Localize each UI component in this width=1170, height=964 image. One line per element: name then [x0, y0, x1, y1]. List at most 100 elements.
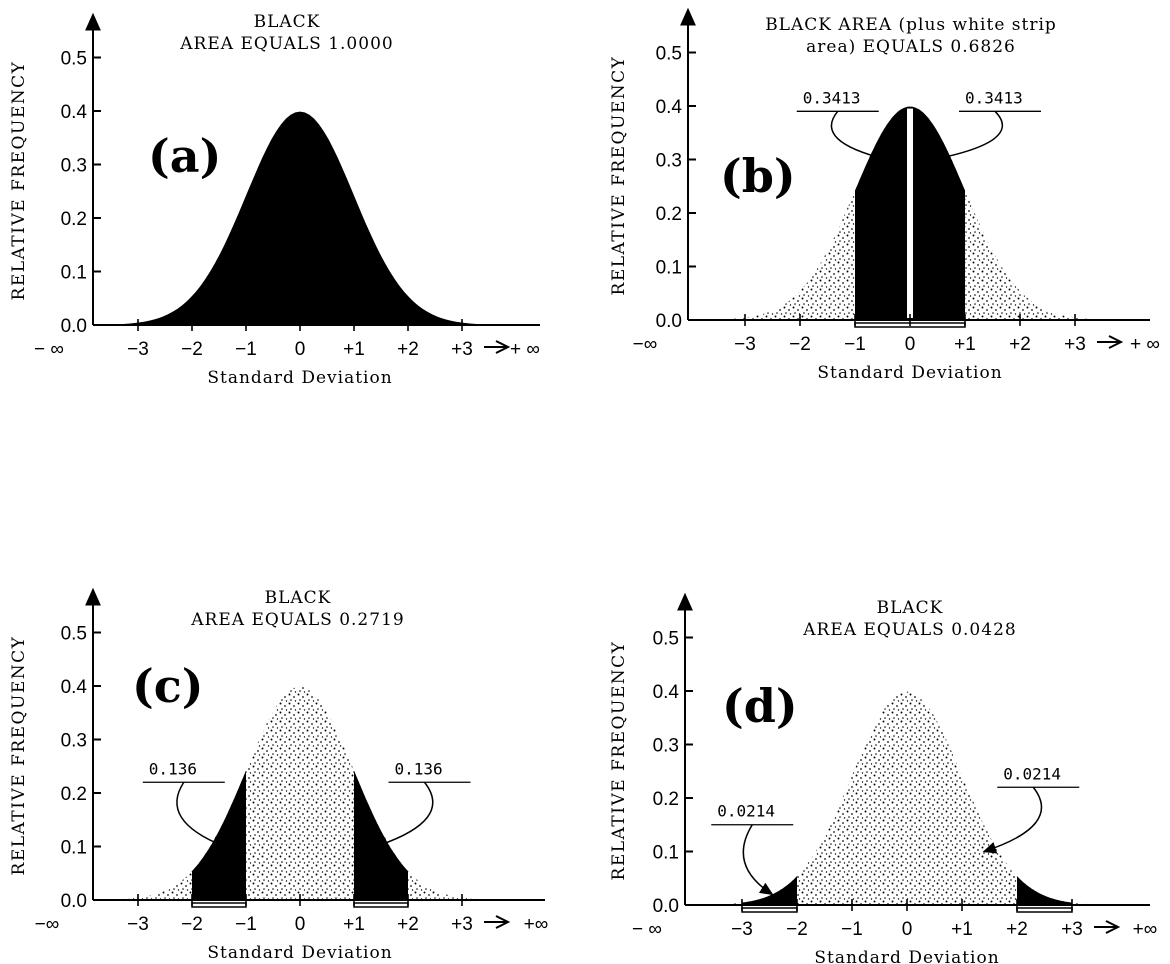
black-region-1: [192, 770, 246, 900]
x-tick-label: +2: [1009, 334, 1031, 355]
region-baseline-bar-2: [1016, 907, 1073, 913]
x-tick-label: −1: [841, 919, 863, 940]
region-baseline-bar-1: [741, 907, 798, 913]
y-tick-label: 0.5: [61, 624, 87, 645]
y-tick-label: 0.2: [61, 784, 87, 805]
annotation-label: 0.3413: [803, 88, 861, 107]
x-axis-label: Standard Deviation: [207, 943, 392, 963]
x-axis-label: Standard Deviation: [207, 368, 392, 388]
y-tick-label: 0.3: [61, 156, 87, 177]
annotation-pointer-arrow: [982, 786, 1043, 854]
x-end-minus-infinity: − ∞: [632, 919, 662, 940]
x-tick-label: +3: [451, 914, 473, 935]
y-tick-label: 0.4: [653, 682, 680, 703]
region-baseline-bar-2: [353, 902, 409, 908]
y-tick-label: 0.5: [656, 44, 682, 65]
x-tick-label: +1: [343, 339, 365, 360]
y-tick-label: 0.0: [653, 896, 679, 917]
stippled-curve-area: [111, 686, 489, 900]
y-tick-label: 0.4: [656, 97, 683, 118]
chart-title-line-1: BLACK: [254, 12, 321, 32]
chart-panel-1: 0.0 0.1 0.2 0.3 0.4 0.5 −3 −2 −1 0 +1 +2 +3 − ∞ + ∞ Sta…: [9, 12, 540, 388]
chart-title-line-1: BLACK: [877, 598, 944, 618]
region-baseline-bar-1: [191, 902, 247, 908]
x-end-plus-infinity: +∞: [1133, 919, 1158, 940]
annotation-label: 0.3413: [965, 88, 1023, 107]
annotation-label: 0.0214: [1003, 764, 1061, 783]
x-axis-label: Standard Deviation: [814, 948, 999, 964]
y-axis-label: RELATIVE FREQUENCY: [609, 56, 629, 296]
y-tick-label: 0.2: [653, 789, 679, 810]
x-arrow-icon: [484, 915, 511, 929]
chart-title-line-1: BLACK AREA (plus white strip: [765, 15, 1057, 35]
panel-label: (a): [148, 129, 221, 183]
stippled-curve-area: [714, 691, 1100, 905]
x-tick-label: +3: [451, 339, 473, 360]
x-tick-label: +1: [951, 919, 973, 940]
y-tick-label: 0.0: [61, 891, 87, 912]
panel-label: (c): [132, 659, 204, 713]
x-end-plus-infinity: + ∞: [510, 339, 540, 360]
y-tick-label: 0.2: [656, 204, 682, 225]
chart-title-line-1: BLACK: [265, 588, 332, 608]
annotation-pointer-arrow: [176, 781, 226, 848]
y-tick-label: 0.1: [653, 843, 679, 864]
chart-panel-2: 0.0 0.1 0.2 0.3 0.4 0.5 −3 −2 −1 0 +1 +2 +3 −∞ + ∞ Stan…: [609, 7, 1160, 383]
x-tick-label: +1: [343, 914, 365, 935]
x-tick-label: +3: [1061, 919, 1083, 940]
chart-title-line-2: AREA EQUALS 0.2719: [190, 610, 404, 630]
chart-title-line-2: area) EQUALS 0.6826: [806, 37, 1016, 57]
y-tick-label: 0.1: [61, 838, 87, 859]
y-axis-label: RELATIVE FREQUENCY: [609, 641, 629, 881]
x-tick-label: +3: [1064, 334, 1086, 355]
x-end-minus-infinity: −∞: [633, 334, 658, 355]
x-tick-label: +2: [1006, 919, 1028, 940]
annotation-pointer-arrow: [742, 824, 774, 896]
x-tick-label: 0: [295, 914, 306, 935]
chart-title-line-2: AREA EQUALS 0.0428: [802, 620, 1016, 640]
annotation-pointer-arrow: [830, 110, 889, 163]
x-tick-label: 0: [902, 919, 913, 940]
annotation-label: 0.136: [395, 759, 443, 778]
x-arrow-icon: [484, 340, 511, 354]
x-arrow-icon: [1094, 920, 1121, 934]
y-tick-label: 0.3: [653, 736, 679, 757]
chart-panel-4: 0.0 0.1 0.2 0.3 0.4 0.5 −3 −2 −1 0 +1 +2 +3 − ∞ +∞ Stan…: [609, 592, 1158, 964]
x-end-minus-infinity: − ∞: [34, 339, 64, 360]
annotation-label: 0.0214: [717, 802, 775, 821]
x-end-minus-infinity: −∞: [35, 914, 60, 935]
y-tick-label: 0.5: [61, 49, 87, 70]
x-tick-label: −2: [789, 334, 811, 355]
annotation-pointer-arrow: [931, 110, 1004, 164]
x-end-plus-infinity: + ∞: [1130, 334, 1160, 355]
chart-title-line-2: AREA EQUALS 1.0000: [179, 34, 393, 54]
black-region-2: [1017, 876, 1072, 905]
x-tick-label: −3: [731, 919, 753, 940]
panels: 0.0 0.1 0.2 0.3 0.4 0.5 −3 −2 −1 0 +1 +2 +3 − ∞ + ∞ Sta…: [9, 7, 1160, 964]
annotation-pointer-arrow: [374, 781, 434, 849]
x-tick-label: 0: [905, 334, 916, 355]
x-tick-label: 0: [295, 339, 306, 360]
x-tick-label: −2: [181, 339, 203, 360]
x-tick-label: +1: [954, 334, 976, 355]
y-tick-label: 0.3: [656, 151, 682, 172]
x-tick-label: +2: [397, 339, 419, 360]
panel-label: (b): [720, 149, 796, 203]
x-tick-label: −2: [181, 914, 203, 935]
y-tick-label: 0.4: [61, 677, 88, 698]
y-tick-label: 0.1: [656, 258, 682, 279]
y-tick-label: 0.0: [656, 311, 682, 332]
y-axis-label: RELATIVE FREQUENCY: [9, 636, 29, 876]
x-axis-label: Standard Deviation: [817, 363, 1002, 383]
chart-panel-3: 0.0 0.1 0.2 0.3 0.4 0.5 −3 −2 −1 0 +1 +2 +3 −∞ +∞ Stand…: [9, 587, 549, 963]
x-tick-label: −1: [844, 334, 866, 355]
x-tick-label: −3: [127, 914, 149, 935]
y-tick-label: 0.4: [61, 102, 88, 123]
black-region-1: [111, 111, 489, 325]
x-tick-label: −1: [235, 914, 257, 935]
panel-label: (d): [722, 679, 798, 733]
y-axis-label: RELATIVE FREQUENCY: [9, 61, 29, 301]
x-end-plus-infinity: +∞: [524, 914, 549, 935]
y-tick-label: 0.3: [61, 731, 87, 752]
